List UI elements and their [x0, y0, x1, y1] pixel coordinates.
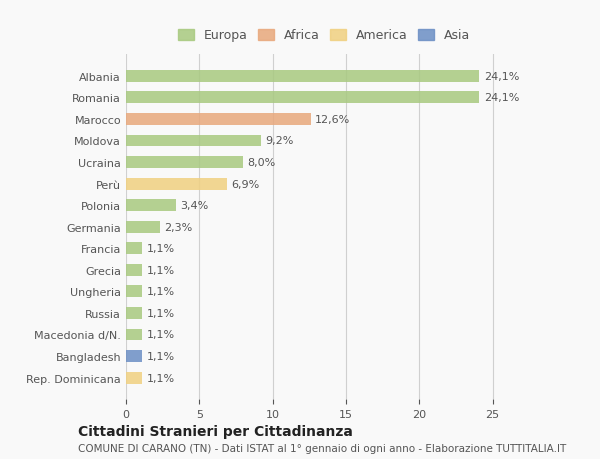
Bar	[126, 114, 311, 126]
Text: 1,1%: 1,1%	[146, 244, 175, 254]
Bar	[126, 221, 160, 233]
Legend: Europa, Africa, America, Asia: Europa, Africa, America, Asia	[175, 27, 473, 45]
Text: COMUNE DI CARANO (TN) - Dati ISTAT al 1° gennaio di ogni anno - Elaborazione TUT: COMUNE DI CARANO (TN) - Dati ISTAT al 1°…	[78, 443, 566, 453]
Text: 3,4%: 3,4%	[180, 201, 209, 211]
Text: 6,9%: 6,9%	[232, 179, 260, 189]
Text: 1,1%: 1,1%	[146, 265, 175, 275]
Bar	[126, 372, 142, 384]
Bar	[126, 157, 244, 168]
Bar	[126, 71, 479, 83]
Bar	[126, 264, 142, 276]
Text: 8,0%: 8,0%	[248, 158, 276, 168]
Text: 12,6%: 12,6%	[315, 115, 350, 125]
Text: Cittadini Stranieri per Cittadinanza: Cittadini Stranieri per Cittadinanza	[78, 425, 353, 438]
Bar	[126, 135, 261, 147]
Text: 24,1%: 24,1%	[484, 93, 519, 103]
Bar	[126, 243, 142, 255]
Text: 1,1%: 1,1%	[146, 373, 175, 383]
Text: 1,1%: 1,1%	[146, 351, 175, 361]
Text: 9,2%: 9,2%	[265, 136, 294, 146]
Bar	[126, 308, 142, 319]
Text: 1,1%: 1,1%	[146, 308, 175, 318]
Bar	[126, 350, 142, 362]
Bar	[126, 92, 479, 104]
Bar	[126, 329, 142, 341]
Bar	[126, 178, 227, 190]
Text: 1,1%: 1,1%	[146, 287, 175, 297]
Bar	[126, 286, 142, 297]
Text: 1,1%: 1,1%	[146, 330, 175, 340]
Bar	[126, 200, 176, 212]
Text: 2,3%: 2,3%	[164, 222, 193, 232]
Text: 24,1%: 24,1%	[484, 72, 519, 82]
